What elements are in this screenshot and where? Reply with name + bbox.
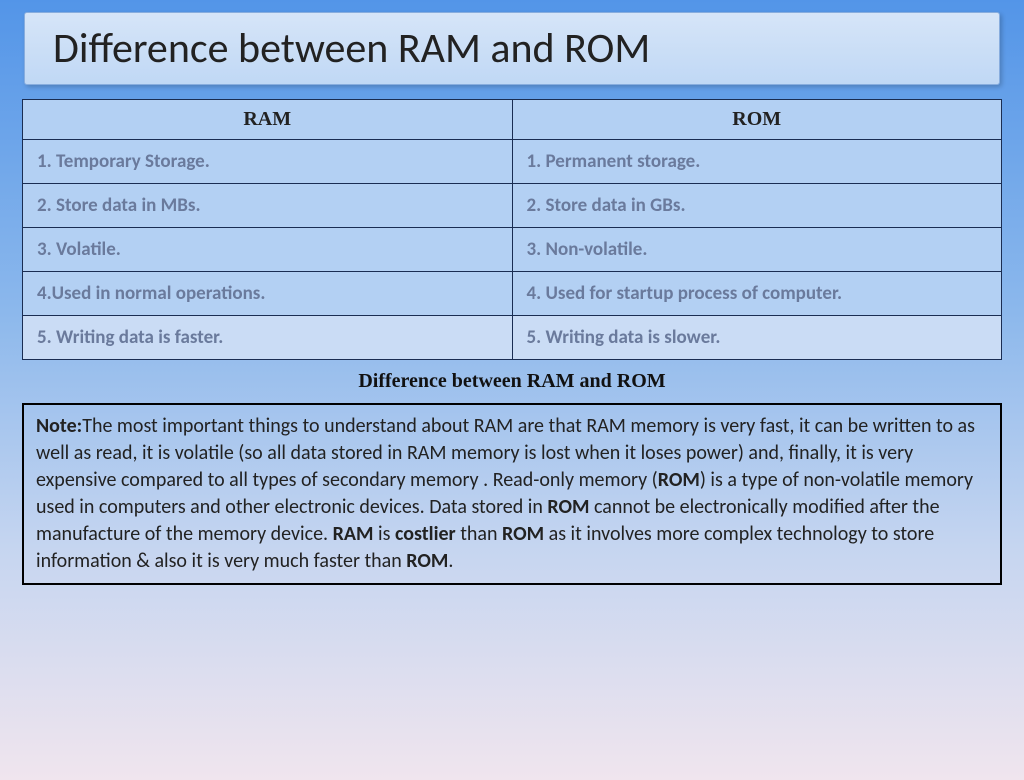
note-bold: ROM <box>658 468 700 492</box>
cell: 2. Store data in MBs. <box>23 184 513 228</box>
note-bold: ROM <box>406 549 448 573</box>
title-box: Difference between RAM and ROM <box>24 12 1000 85</box>
header-col1: RAM <box>23 100 513 140</box>
note-label: Note: <box>36 414 82 438</box>
table-header-row: RAM ROM <box>23 100 1002 140</box>
cell: 3. Volatile. <box>23 228 513 272</box>
cell: 5. Writing data is faster. <box>23 316 513 360</box>
note-bold: ROM <box>502 522 544 546</box>
comparison-table: RAM ROM 1. Temporary Storage. 1. Permane… <box>22 99 1002 360</box>
note-text: is <box>373 522 394 546</box>
table-row: 1. Temporary Storage. 1. Permanent stora… <box>23 140 1002 184</box>
table-row: 4.Used in normal operations. 4. Used for… <box>23 272 1002 316</box>
cell: 4. Used for startup process of computer. <box>512 272 1002 316</box>
slide-title: Difference between RAM and ROM <box>53 23 971 74</box>
header-col2: ROM <box>512 100 1002 140</box>
table-caption: Difference between RAM and ROM <box>0 370 1024 393</box>
cell: 3. Non-volatile. <box>512 228 1002 272</box>
cell: 1. Temporary Storage. <box>23 140 513 184</box>
note-bold: ROM <box>547 495 589 519</box>
note-box: Note:The most important things to unders… <box>22 403 1002 585</box>
note-text: than <box>456 522 502 546</box>
table-row: 3. Volatile. 3. Non-volatile. <box>23 228 1002 272</box>
table-row: 2. Store data in MBs. 2. Store data in G… <box>23 184 1002 228</box>
table-row: 5. Writing data is faster. 5. Writing da… <box>23 316 1002 360</box>
cell: 5. Writing data is slower. <box>512 316 1002 360</box>
note-text: . <box>448 549 453 573</box>
cell: 1. Permanent storage. <box>512 140 1002 184</box>
cell: 2. Store data in GBs. <box>512 184 1002 228</box>
note-bold: costlier <box>395 522 456 546</box>
cell: 4.Used in normal operations. <box>23 272 513 316</box>
note-bold: RAM <box>333 522 374 546</box>
